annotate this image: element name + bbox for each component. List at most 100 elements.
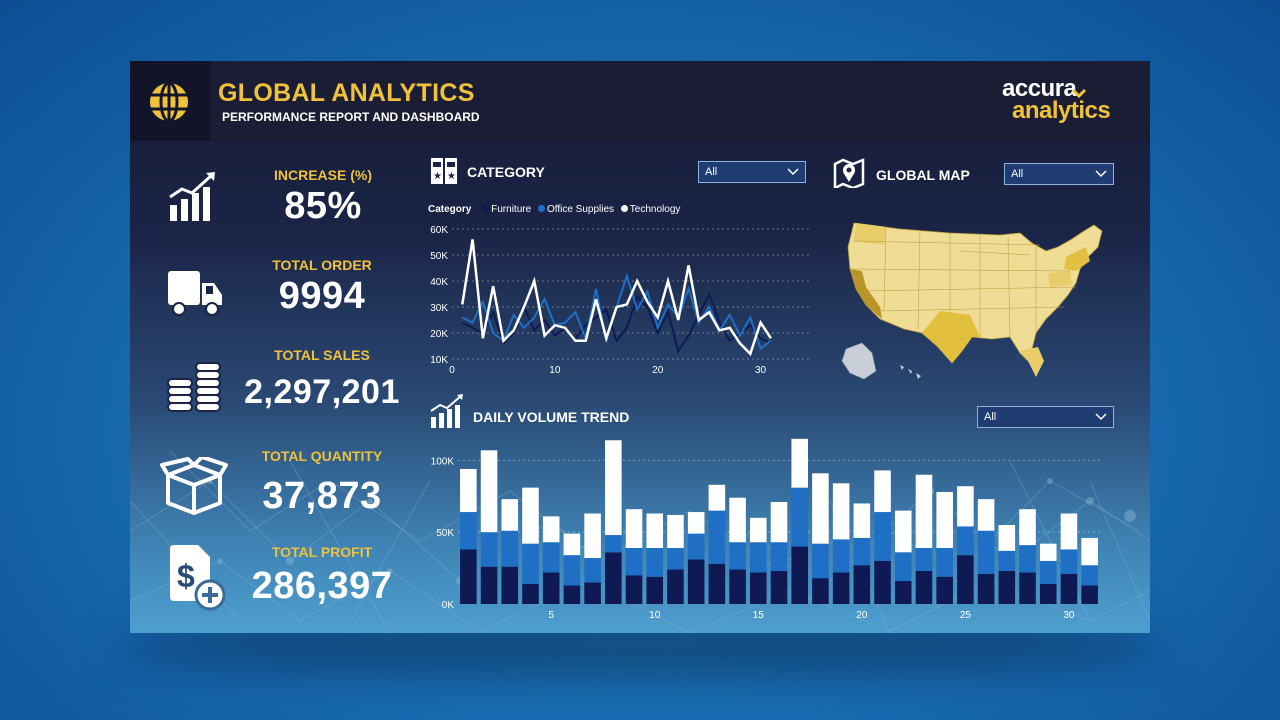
bar-furniture-day-22[interactable] [894, 581, 912, 604]
bar-technology-day-20[interactable] [853, 503, 871, 538]
bar-technology-day-13[interactable] [708, 484, 726, 511]
bar-furniture-day-29[interactable] [1039, 583, 1057, 604]
bar-office-supplies-day-24[interactable] [936, 547, 953, 577]
line-series-furniture[interactable] [461, 291, 772, 354]
bar-office-supplies-day-11[interactable] [667, 547, 684, 570]
bar-furniture-day-19[interactable] [832, 572, 850, 604]
bar-technology-day-5[interactable] [542, 516, 560, 543]
bar-technology-day-22[interactable] [894, 510, 912, 553]
bar-technology-day-28[interactable] [1019, 509, 1036, 546]
bar-technology-day-31[interactable] [1081, 537, 1098, 566]
bar-office-supplies-day-28[interactable] [1019, 545, 1036, 573]
daily-volume-filter-dropdown[interactable]: All [977, 406, 1114, 428]
bar-technology-day-19[interactable] [832, 483, 850, 540]
bar-office-supplies-day-17[interactable] [791, 487, 808, 547]
bar-office-supplies-day-26[interactable] [977, 530, 995, 574]
bar-technology-day-14[interactable] [729, 497, 746, 543]
bar-office-supplies-day-30[interactable] [1060, 549, 1078, 574]
bar-furniture-day-4[interactable] [522, 583, 539, 604]
bar-office-supplies-day-6[interactable] [563, 555, 581, 586]
bar-technology-day-8[interactable] [605, 440, 622, 536]
bar-office-supplies-day-27[interactable] [998, 550, 1016, 571]
bar-office-supplies-day-19[interactable] [832, 539, 850, 573]
bar-office-supplies-day-23[interactable] [915, 547, 933, 571]
bar-office-supplies-day-16[interactable] [770, 542, 788, 571]
bar-furniture-day-15[interactable] [750, 572, 767, 604]
bar-technology-day-16[interactable] [770, 502, 788, 543]
bar-technology-day-7[interactable] [584, 513, 601, 559]
bar-office-supplies-day-2[interactable] [480, 532, 498, 567]
bar-office-supplies-day-25[interactable] [957, 526, 974, 556]
bar-office-supplies-day-10[interactable] [646, 547, 664, 577]
bar-furniture-day-23[interactable] [915, 570, 933, 604]
bar-furniture-day-25[interactable] [957, 555, 974, 604]
bar-furniture-day-1[interactable] [460, 549, 477, 604]
bar-furniture-day-7[interactable] [584, 582, 601, 604]
bar-technology-day-27[interactable] [998, 525, 1016, 551]
bar-office-supplies-day-22[interactable] [894, 552, 912, 582]
bar-furniture-day-31[interactable] [1081, 585, 1098, 604]
bar-furniture-day-16[interactable] [770, 570, 788, 604]
bar-furniture-day-2[interactable] [480, 566, 498, 604]
bar-furniture-day-14[interactable] [729, 569, 746, 604]
map-hawaii[interactable] [900, 365, 921, 379]
map-florida[interactable] [1020, 347, 1044, 377]
bar-office-supplies-day-14[interactable] [729, 542, 746, 570]
bar-furniture-day-12[interactable] [687, 559, 705, 604]
bar-furniture-day-8[interactable] [605, 552, 622, 604]
map-us-mainland[interactable] [847, 222, 1103, 364]
global-map-filter-dropdown[interactable]: All [1004, 163, 1114, 185]
bar-furniture-day-20[interactable] [853, 565, 871, 604]
bar-technology-day-3[interactable] [501, 499, 519, 531]
bar-furniture-day-26[interactable] [977, 573, 995, 604]
bar-furniture-day-18[interactable] [812, 578, 829, 604]
bar-furniture-day-28[interactable] [1019, 572, 1036, 604]
bar-furniture-day-3[interactable] [501, 566, 519, 604]
bar-technology-day-9[interactable] [625, 509, 643, 548]
bar-office-supplies-day-1[interactable] [460, 512, 477, 550]
bar-furniture-day-5[interactable] [542, 572, 560, 604]
bar-furniture-day-9[interactable] [625, 575, 643, 604]
bar-office-supplies-day-3[interactable] [501, 530, 519, 567]
bar-technology-day-11[interactable] [667, 514, 684, 548]
bar-furniture-day-27[interactable] [998, 570, 1016, 604]
bar-technology-day-21[interactable] [874, 470, 891, 513]
bar-technology-day-17[interactable] [791, 438, 808, 488]
bar-office-supplies-day-7[interactable] [584, 558, 601, 583]
bar-furniture-day-13[interactable] [708, 563, 726, 604]
bar-furniture-day-30[interactable] [1060, 573, 1078, 604]
map-washington[interactable] [854, 223, 886, 245]
bar-office-supplies-day-13[interactable] [708, 510, 726, 564]
bar-office-supplies-day-5[interactable] [542, 542, 560, 573]
bar-office-supplies-day-21[interactable] [874, 512, 891, 561]
bar-office-supplies-day-12[interactable] [687, 533, 705, 560]
category-filter-dropdown[interactable]: All [698, 161, 806, 183]
bar-office-supplies-day-9[interactable] [625, 547, 643, 576]
bar-technology-day-6[interactable] [563, 533, 581, 556]
bar-technology-day-4[interactable] [522, 487, 539, 544]
bar-technology-day-23[interactable] [915, 474, 933, 548]
bar-furniture-day-10[interactable] [646, 576, 664, 604]
bar-furniture-day-11[interactable] [667, 569, 684, 604]
bar-office-supplies-day-20[interactable] [853, 537, 871, 566]
map-texas[interactable] [922, 311, 980, 363]
bar-office-supplies-day-18[interactable] [812, 543, 829, 579]
bar-technology-day-18[interactable] [812, 473, 829, 544]
line-series-technology[interactable] [461, 239, 772, 357]
bar-office-supplies-day-31[interactable] [1081, 565, 1098, 586]
bar-technology-day-24[interactable] [936, 491, 953, 548]
bar-technology-day-30[interactable] [1060, 513, 1078, 550]
bar-furniture-day-6[interactable] [563, 585, 581, 604]
bar-technology-day-1[interactable] [460, 468, 477, 513]
bar-technology-day-25[interactable] [957, 486, 974, 527]
bar-technology-day-15[interactable] [750, 517, 767, 543]
bar-technology-day-12[interactable] [687, 512, 705, 534]
bar-furniture-day-21[interactable] [874, 560, 891, 604]
bar-technology-day-29[interactable] [1039, 543, 1057, 561]
bar-furniture-day-24[interactable] [936, 576, 953, 604]
bar-technology-day-10[interactable] [646, 513, 664, 548]
bar-office-supplies-day-4[interactable] [522, 543, 539, 584]
bar-office-supplies-day-15[interactable] [750, 542, 767, 573]
bar-technology-day-2[interactable] [480, 450, 498, 533]
map-alaska[interactable] [841, 342, 877, 380]
